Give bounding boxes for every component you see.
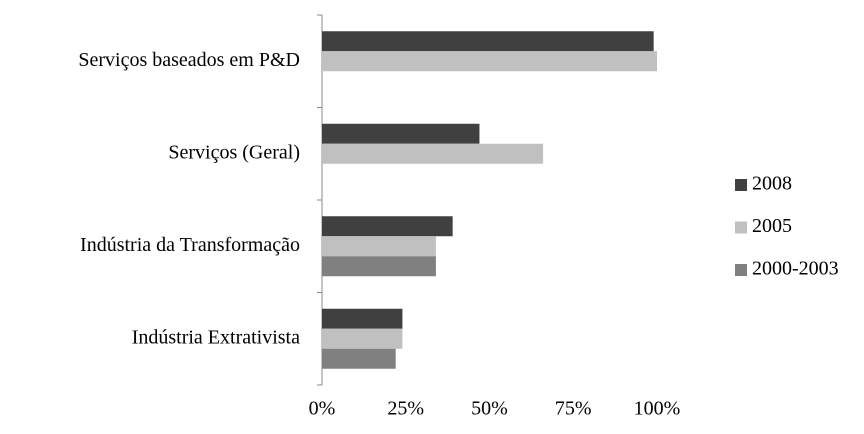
x-tick-label: 0%	[309, 398, 336, 420]
legend-swatch	[735, 264, 747, 276]
bar	[322, 256, 436, 277]
bar	[322, 308, 403, 329]
bar	[322, 143, 544, 164]
x-tick-label: 50%	[471, 398, 508, 420]
bar	[322, 328, 403, 349]
legend-label: 2000-2003	[752, 258, 839, 280]
y-tick-label: Indústria da Transformação	[80, 234, 300, 256]
bar	[322, 51, 657, 72]
y-tick-label: Serviços (Geral)	[168, 141, 300, 163]
y-tick-label: Serviços baseados em P&D	[78, 49, 300, 71]
bar	[322, 216, 453, 237]
legend-label: 2008	[752, 173, 792, 195]
x-tick-label: 100%	[634, 398, 681, 420]
bar	[322, 348, 396, 369]
bar	[322, 31, 654, 52]
x-tick-label: 75%	[555, 398, 592, 420]
legend-swatch	[735, 179, 747, 191]
y-tick-label: Indústria Extrativista	[132, 326, 300, 348]
bar	[322, 236, 436, 257]
bar	[322, 123, 480, 144]
x-tick-label: 25%	[387, 398, 424, 420]
legend-swatch	[735, 221, 747, 234]
legend-label: 2005	[752, 215, 792, 237]
